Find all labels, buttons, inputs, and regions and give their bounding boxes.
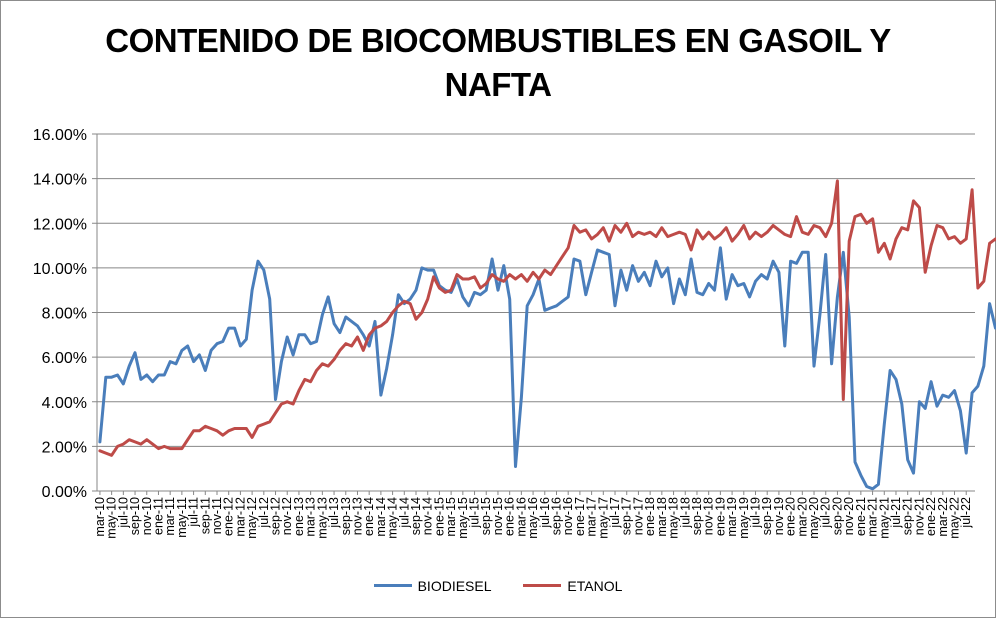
x-tick-label: may-13 <box>315 497 329 539</box>
x-tick-label: jul-16 <box>538 497 552 529</box>
x-tick-label: may-11 <box>175 497 189 538</box>
x-tick-label: may-21 <box>877 497 891 539</box>
x-tick-label: mar-10 <box>93 497 107 537</box>
x-tick-label: ene-21 <box>854 497 868 536</box>
x-tick-label: mar-20 <box>795 497 809 537</box>
x-tick-label: may-18 <box>667 497 681 539</box>
x-tick-label: mar-14 <box>374 497 388 537</box>
x-tick-label: jul-15 <box>468 497 482 529</box>
x-tick-label: nov-19 <box>772 497 786 535</box>
x-tick-label: mar-21 <box>866 497 880 537</box>
x-tick-label: nov-20 <box>842 497 856 535</box>
x-tick-label: nov-11 <box>210 497 224 534</box>
y-tick-label: 2.00% <box>42 439 87 456</box>
x-tick-label: nov-10 <box>140 497 154 535</box>
y-tick-label: 8.00% <box>42 306 87 323</box>
x-tick-label: sep-18 <box>690 497 704 535</box>
x-tick-label: may-14 <box>386 497 400 539</box>
legend-item-biodiesel: BIODIESEL <box>373 577 492 594</box>
y-tick-label: 12.00% <box>33 216 87 233</box>
y-tick-label: 14.00% <box>33 172 87 189</box>
x-tick-label: may-19 <box>737 497 751 539</box>
x-tick-label: may-20 <box>807 497 821 539</box>
legend-swatch-biodiesel <box>373 584 412 587</box>
x-tick-label: sep-12 <box>269 497 283 535</box>
x-tick-label: sep-17 <box>620 497 634 535</box>
x-tick-label: nov-12 <box>280 497 294 535</box>
series-line-etanol <box>98 179 996 457</box>
x-tick-label: jul-12 <box>257 497 271 529</box>
x-tick-label: nov-21 <box>912 497 926 535</box>
x-tick-label: mar-17 <box>585 497 599 537</box>
x-tick-label: may-10 <box>105 497 119 539</box>
x-tick-label: jul-13 <box>327 497 341 529</box>
x-tick-label: mar-22 <box>936 497 950 537</box>
x-tick-label: sep-14 <box>409 497 423 535</box>
x-tick-label: ene-14 <box>362 497 376 536</box>
x-tick-label: ene-13 <box>292 497 306 536</box>
x-tick-label: jul-19 <box>749 497 763 529</box>
y-tick-label: 6.00% <box>42 350 87 367</box>
x-tick-label: jul-21 <box>889 497 903 529</box>
x-tick-label: sep-20 <box>830 497 844 535</box>
chart-legend: BIODIESEL ETANOL <box>0 574 996 594</box>
x-tick-label: nov-13 <box>350 497 364 535</box>
y-tick-label: 10.00% <box>33 261 87 278</box>
x-tick-label: jul-18 <box>678 497 692 529</box>
x-tick-label: nov-15 <box>491 497 505 535</box>
x-tick-label: sep-13 <box>339 497 353 535</box>
x-tick-label: ene-19 <box>713 497 727 536</box>
x-tick-label: jul-10 <box>116 497 130 529</box>
x-tick-label: mar-12 <box>233 497 247 537</box>
y-tick-label: 4.00% <box>42 395 87 412</box>
x-tick-label: mar-19 <box>725 497 739 537</box>
y-tick-label: 0.00% <box>42 484 87 501</box>
x-tick-label: jul-22 <box>959 497 973 529</box>
x-tick-label: mar-16 <box>514 497 528 537</box>
x-tick-label: jul-14 <box>397 497 411 529</box>
x-tick-label: mar-18 <box>655 497 669 537</box>
x-tick-label: nov-17 <box>631 497 645 535</box>
x-tick-label: ene-20 <box>784 497 798 536</box>
legend-label-biodiesel: BIODIESEL <box>417 577 492 594</box>
legend-swatch-etanol <box>523 584 562 587</box>
x-tick-label: may-22 <box>948 497 962 539</box>
x-tick-label: jul-11 <box>187 497 201 528</box>
x-tick-label: mar-15 <box>444 497 458 537</box>
x-tick-label: ene-22 <box>924 497 938 536</box>
chart-title-line-1: CONTENIDO DE BIOCOMBUSTIBLES EN GASOIL Y <box>105 22 891 59</box>
x-tick-label: ene-11 <box>151 497 165 535</box>
x-tick-label: sep-19 <box>760 497 774 535</box>
x-tick-label: ene-12 <box>222 497 236 536</box>
x-tick-label: sep-11 <box>198 497 212 534</box>
x-tick-label: nov-18 <box>702 497 716 535</box>
x-tick-label: nov-14 <box>421 497 435 535</box>
legend-item-etanol: ETANOL <box>523 578 622 594</box>
x-tick-label: ene-15 <box>432 497 446 536</box>
x-tick-label: jul-20 <box>819 497 833 529</box>
chart-title-line-2: NAFTA <box>444 66 552 103</box>
legend-label-etanol: ETANOL <box>567 577 623 594</box>
x-tick-label: ene-18 <box>643 497 657 536</box>
series-line-biodiesel <box>98 246 996 491</box>
x-tick-label: may-16 <box>526 497 540 539</box>
x-tick-label: may-15 <box>456 497 470 539</box>
x-tick-label: ene-17 <box>573 497 587 536</box>
x-tick-label: jul-17 <box>608 497 622 529</box>
y-tick-label: 16.00% <box>33 127 87 144</box>
x-tick-label: nov-16 <box>561 497 575 535</box>
x-tick-label: mar-11 <box>163 497 177 536</box>
x-tick-label: sep-15 <box>479 497 493 535</box>
x-tick-label: may-12 <box>245 497 259 539</box>
x-tick-label: may-17 <box>596 497 610 539</box>
x-tick-label: sep-21 <box>901 497 915 535</box>
x-tick-label: ene-16 <box>503 497 517 536</box>
x-tick-label: sep-16 <box>549 497 563 535</box>
x-tick-label: sep-10 <box>128 497 142 535</box>
x-tick-label: mar-13 <box>304 497 318 537</box>
